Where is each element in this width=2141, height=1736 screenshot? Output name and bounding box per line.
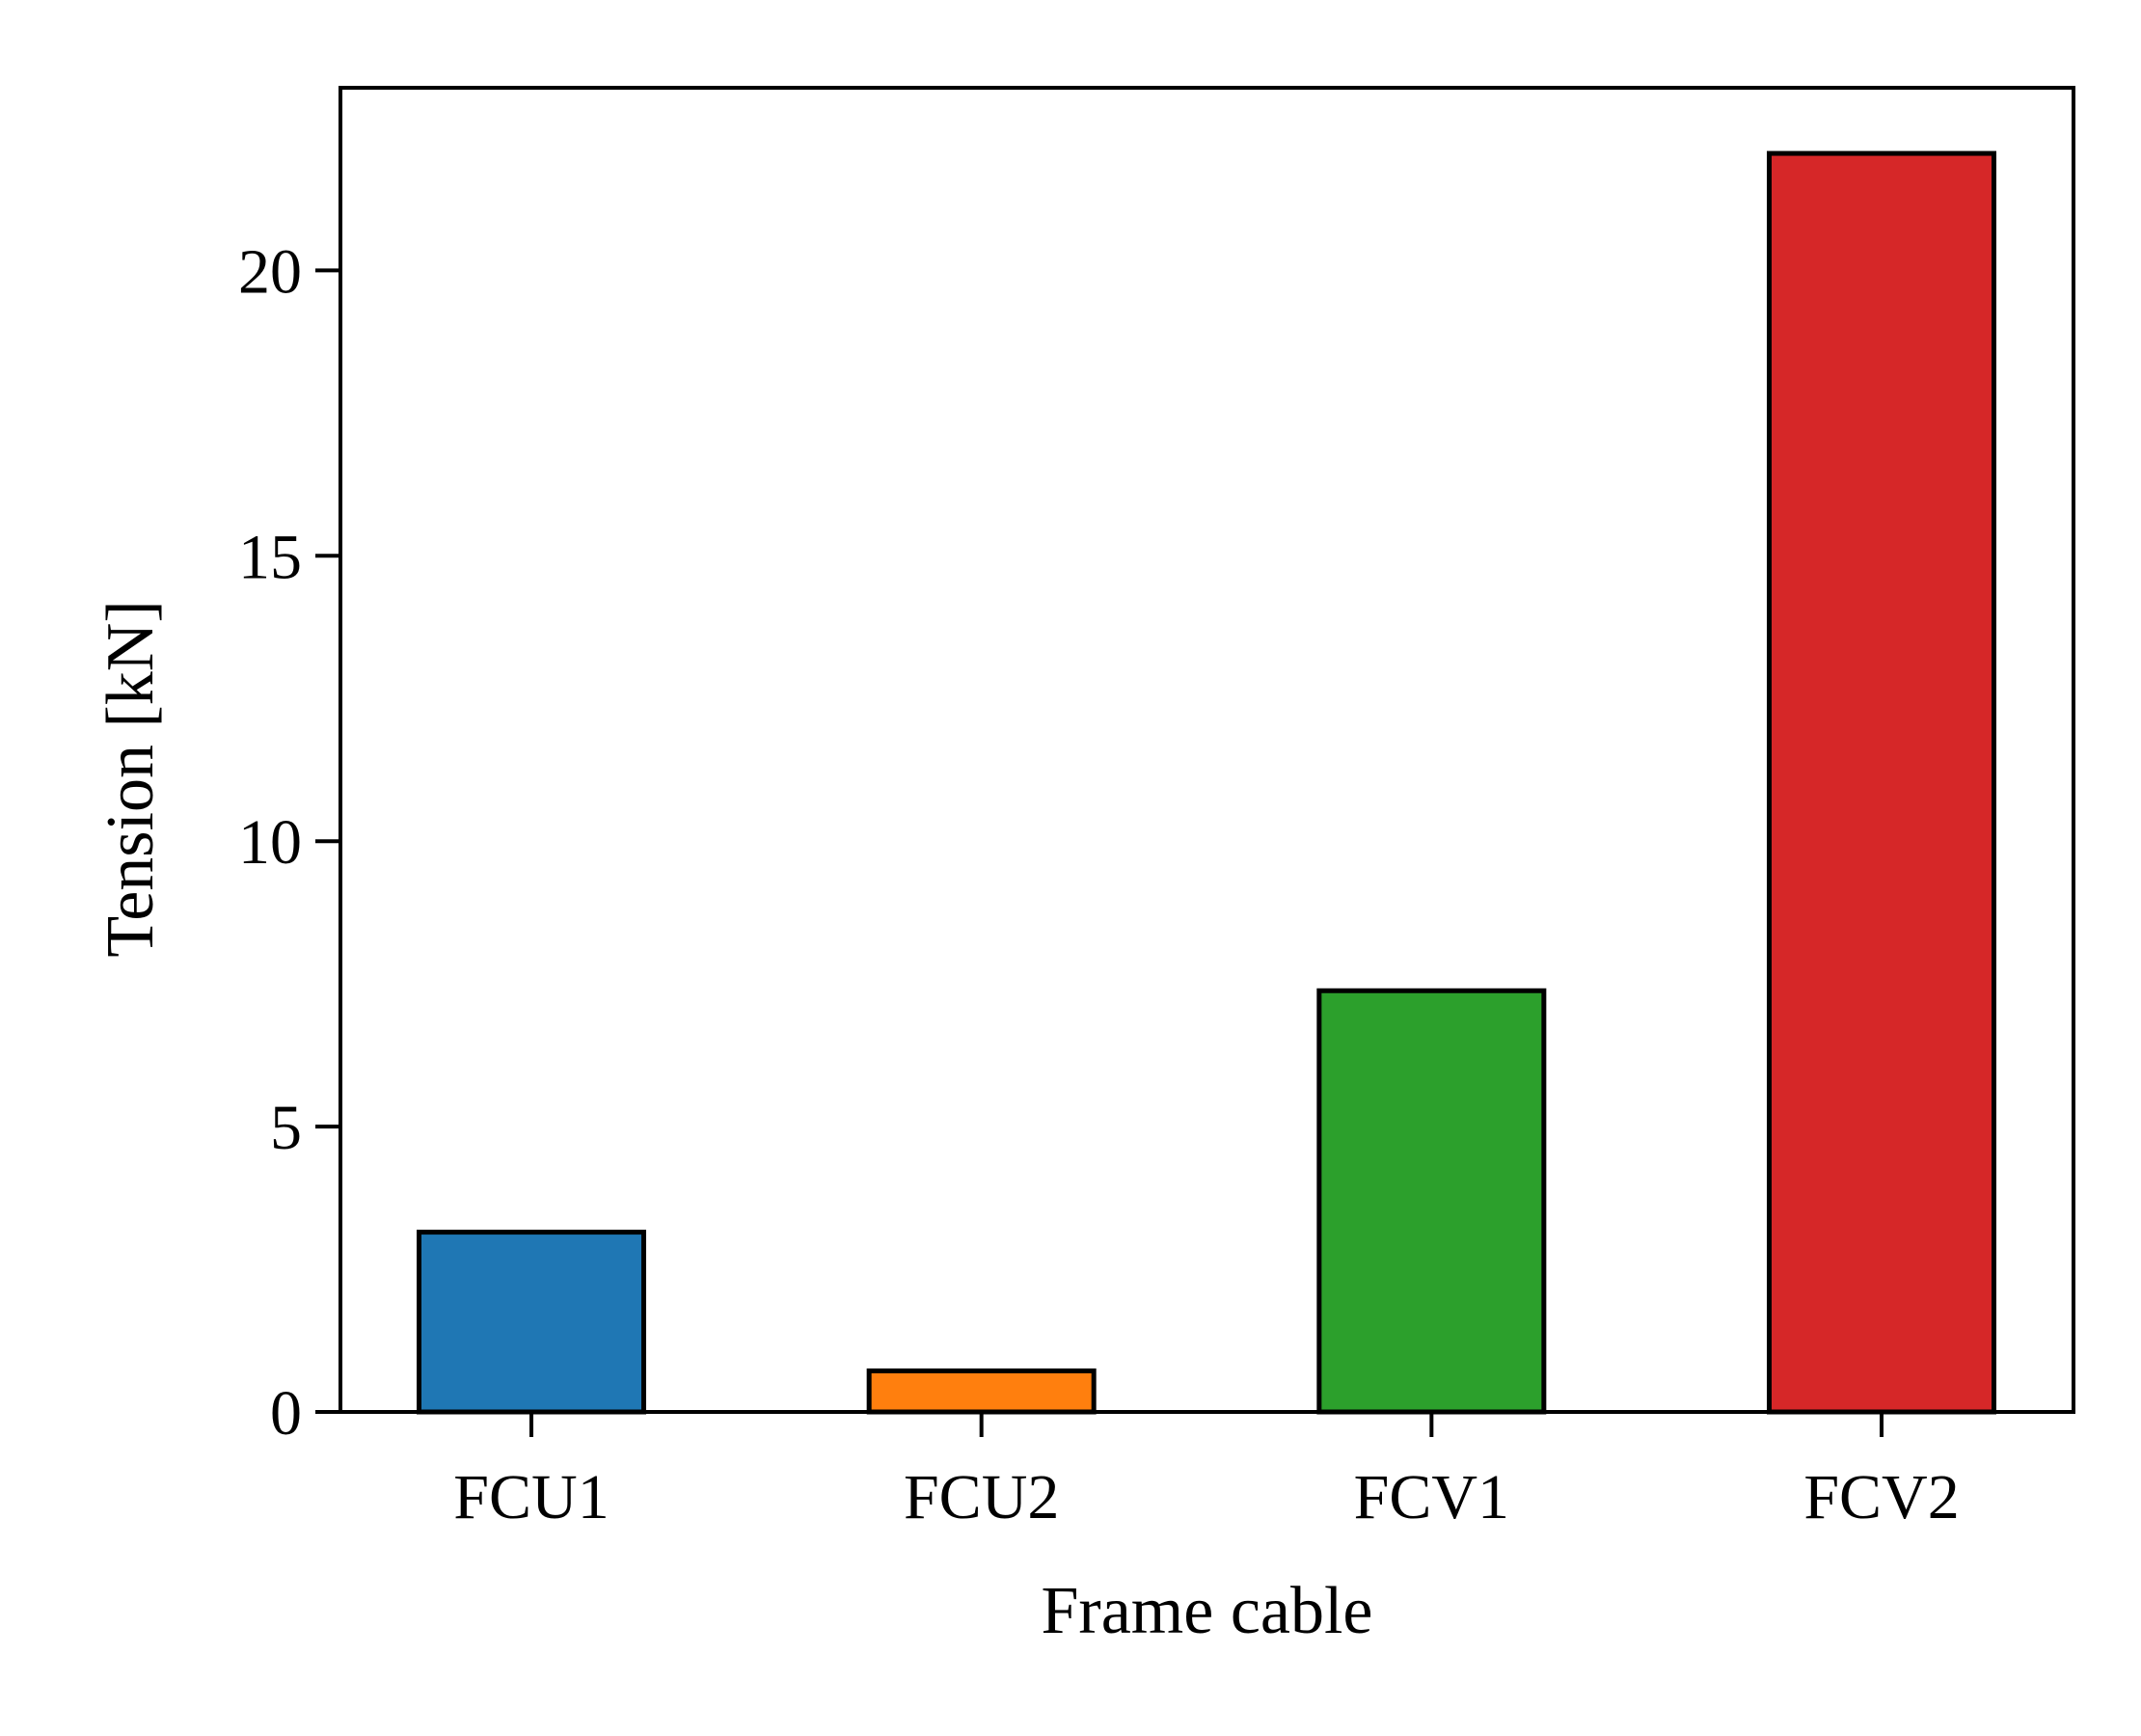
x-tick-label: FCV2	[1803, 1462, 1959, 1533]
y-tick-label: 20	[238, 236, 302, 307]
x-tick-label: FCU1	[453, 1462, 609, 1533]
x-tick-label: FCU2	[904, 1462, 1059, 1533]
y-tick-label: 0	[270, 1378, 302, 1449]
x-axis-ticks: FCU1 FCU2 FCV1 FCV2	[453, 1412, 1960, 1533]
bars-group	[417, 150, 1997, 1415]
bar-fcv2	[1767, 150, 1997, 1415]
bar-fcu1	[417, 1230, 646, 1415]
y-tick-label: 10	[238, 807, 302, 878]
y-tick-label: 5	[270, 1093, 302, 1163]
plot-frame	[339, 86, 2075, 1414]
y-tick-label: 15	[238, 522, 302, 592]
x-axis-label: Frame cable	[1042, 1574, 1373, 1648]
y-axis-label: Tension [kN]	[94, 600, 168, 957]
x-tick-label: FCV1	[1354, 1462, 1509, 1533]
bar-fcu2	[866, 1368, 1097, 1415]
bar-fcv1	[1316, 988, 1547, 1415]
y-axis-ticks: 0 5 10 15 20	[238, 236, 340, 1449]
